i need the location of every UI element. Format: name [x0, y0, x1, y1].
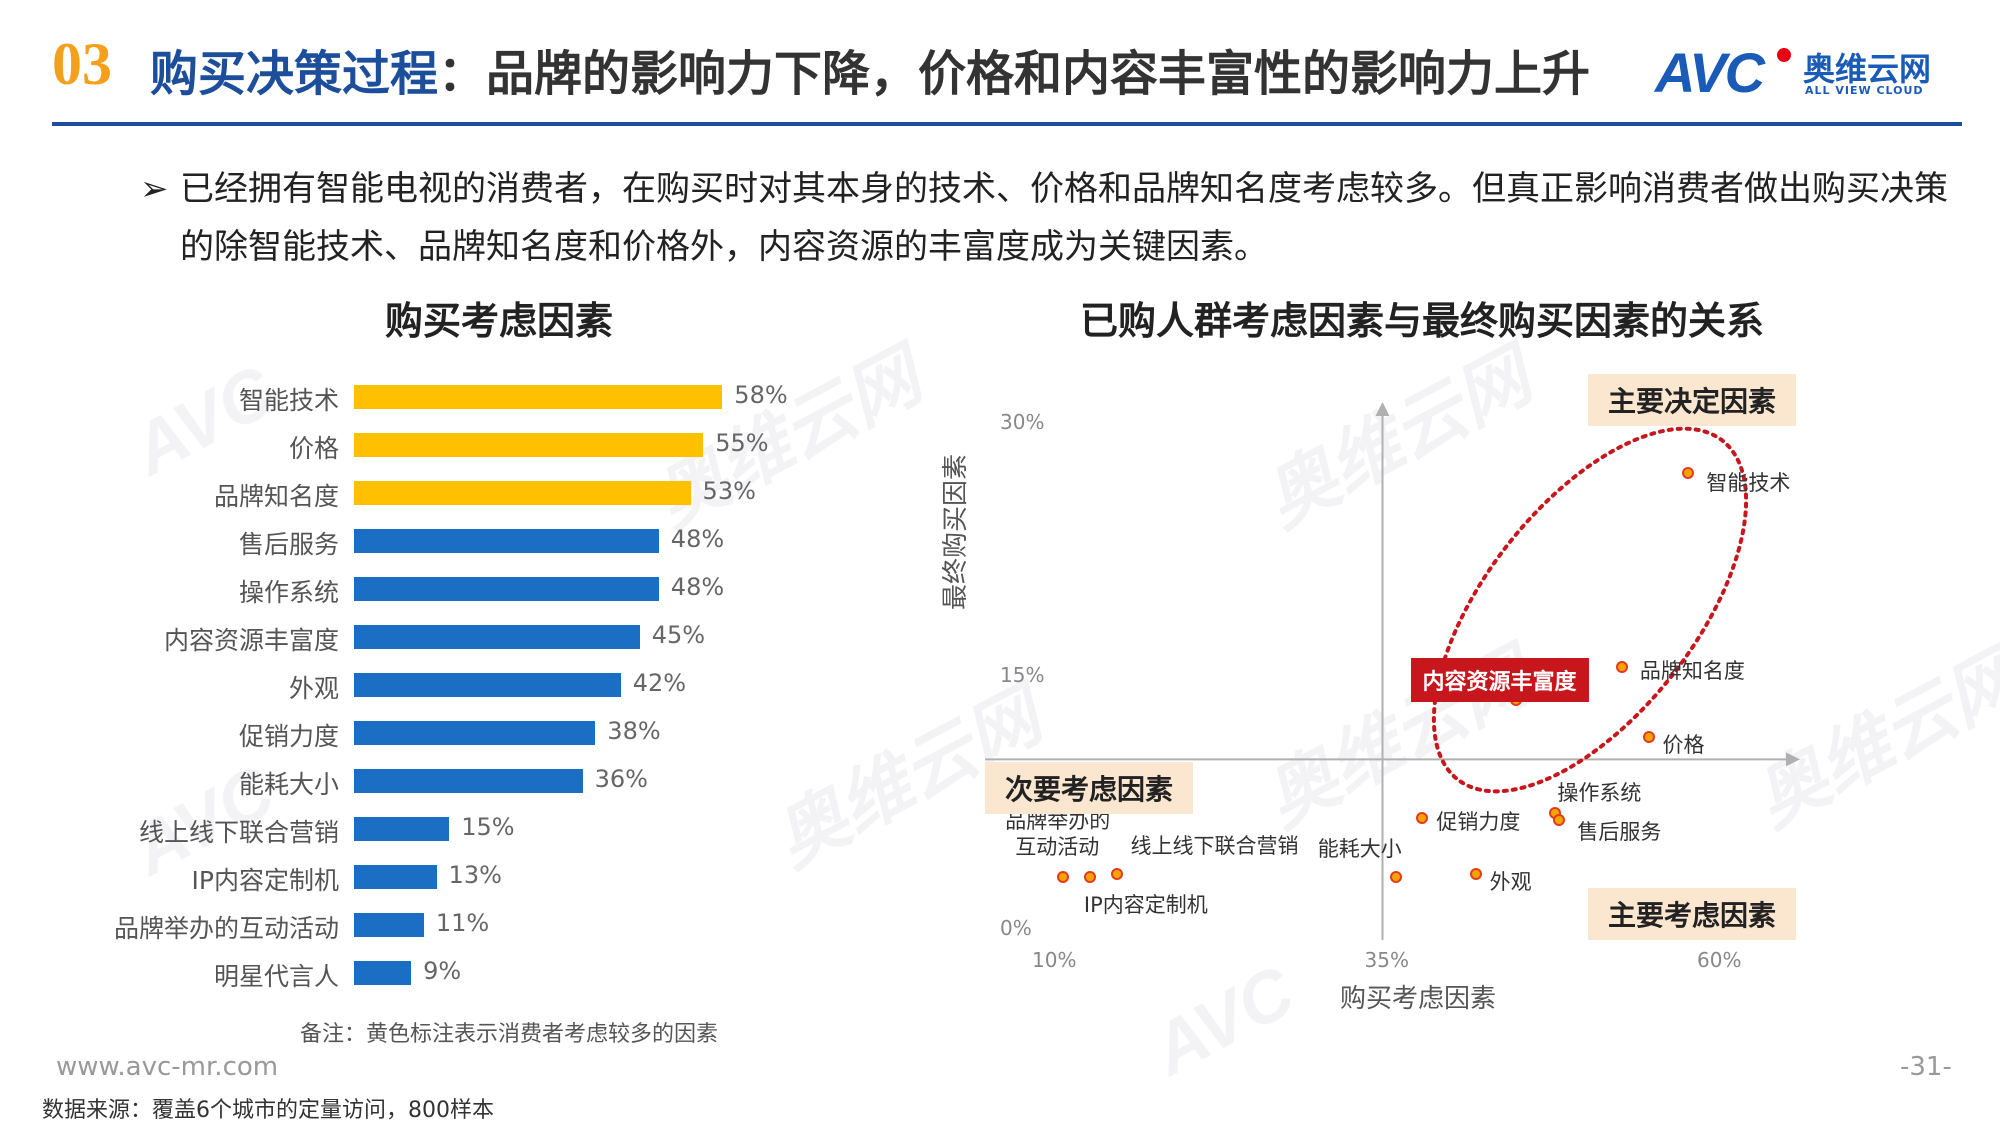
scatter-point-label: 品牌知名度	[1639, 658, 1745, 683]
y-tick-label: 30%	[1000, 410, 1045, 434]
footer-url: www.avc-mr.com	[56, 1052, 279, 1082]
bar-category-label: 品牌举办的互动活动	[113, 914, 339, 943]
bar	[354, 769, 583, 793]
logo-dot-icon	[1777, 48, 1791, 62]
page-title: 购买决策过程：品牌的影响力下降，价格和内容丰富性的影响力上升	[150, 34, 1590, 104]
scatter-point	[1389, 871, 1402, 884]
bar-value-label: 58%	[734, 381, 788, 409]
scatter-point-label: 价格	[1662, 733, 1705, 758]
page-number: -31-	[1900, 1052, 1952, 1082]
logo-name-en: ALL VIEW CLOUD	[1805, 84, 1924, 97]
x-tick-label: 35%	[1364, 948, 1409, 972]
scatter-point	[1057, 871, 1070, 884]
scatter-point	[1682, 466, 1695, 479]
scatter-point-label: 互动活动	[1015, 835, 1100, 860]
bar-value-label: 48%	[670, 525, 725, 553]
bar	[354, 913, 424, 937]
bar	[354, 529, 659, 553]
bar-value-label: 38%	[607, 717, 661, 745]
scatter-point	[1642, 731, 1655, 744]
bar-value-label: 15%	[461, 813, 515, 841]
highlight-point-label: 内容资源丰富度	[1410, 658, 1589, 703]
y-tick-label: 0%	[1000, 916, 1032, 940]
bar-category-label: IP内容定制机	[191, 866, 339, 895]
bar-category-label: 品牌知名度	[213, 482, 339, 511]
logo-mark: AVC	[1655, 41, 1765, 104]
scatter-point-label: 售后服务	[1577, 820, 1662, 845]
intro-line-2: 的除智能技术、品牌知名度和价格外，内容资源的丰富度成为关键因素。	[180, 227, 1268, 267]
bar-value-label: 45%	[651, 621, 706, 649]
scatter-point	[1416, 812, 1429, 825]
key-factors-ellipse	[1431, 426, 1749, 794]
quadrant-label-bottom-right: 主要考虑因素	[1588, 888, 1797, 940]
bar-value-label: 11%	[435, 909, 490, 937]
bullet-arrow-icon: ➢	[140, 169, 169, 209]
intro-text: ➢ 已经拥有智能电视的消费者，在购买时对其本身的技术、价格和品牌知名度考虑较多。…	[140, 160, 1950, 276]
data-source: 数据来源：覆盖6个城市的定量访问，800样本	[42, 1098, 494, 1123]
bar	[354, 385, 723, 409]
bar-value-label: 13%	[448, 861, 502, 889]
bar-value-label: 42%	[632, 669, 687, 697]
scatter-point-label: 智能技术	[1706, 470, 1791, 495]
x-tick-label: 10%	[1032, 948, 1077, 972]
scatter-chart-title: 已购人群考虑因素与最终购买因素的关系	[1080, 299, 1765, 343]
bar-value-label: 53%	[702, 477, 756, 505]
bar-category-label: 内容资源丰富度	[163, 626, 339, 655]
bar	[354, 961, 412, 985]
section-number: 03	[52, 31, 112, 97]
bar-category-label: 智能技术	[238, 386, 339, 415]
scatter-point	[1110, 868, 1123, 881]
quadrant-label-top-right: 主要决定因素	[1588, 374, 1797, 426]
scatter-point-label: 外观	[1489, 870, 1532, 895]
header-divider	[52, 122, 1962, 126]
scatter-point-label: 线上线下联合营销	[1130, 834, 1299, 859]
chart-note: 备注：黄色标注表示消费者考虑较多的因素	[300, 1022, 719, 1047]
bar-value-label: 55%	[715, 429, 769, 457]
scatter-point	[1083, 871, 1096, 884]
bar-category-label: 操作系统	[238, 578, 339, 607]
bar-category-label: 能耗大小	[238, 770, 339, 799]
bar-chart-title: 购买考虑因素	[385, 299, 614, 343]
scatter-point	[1553, 814, 1566, 827]
bar-category-label: 线上线下联合营销	[138, 818, 339, 847]
y-axis-arrow-icon	[1375, 402, 1390, 416]
scatter-point-label: 操作系统	[1557, 781, 1642, 806]
bar	[354, 625, 640, 649]
bar-value-label: 9%	[423, 957, 462, 985]
intro-line-1: 已经拥有智能电视的消费者，在购买时对其本身的技术、价格和品牌知名度考虑较多。但真…	[180, 169, 1948, 209]
bar	[354, 721, 596, 745]
avc-logo: AVC 奥维云网 ALL VIEW CLOUD	[1655, 40, 1975, 110]
quadrant-label-bottom-left: 次要考虑因素	[985, 762, 1194, 814]
bar	[354, 433, 704, 457]
bar	[354, 817, 450, 841]
bar-value-label: 36%	[594, 765, 648, 793]
bar-category-label: 价格	[288, 434, 339, 463]
x-axis-arrow-icon	[1786, 752, 1800, 767]
bar-category-label: 促销力度	[238, 722, 339, 751]
scatter-point	[1615, 660, 1628, 673]
scatter-y-axis-title: 最终购买因素	[941, 453, 971, 610]
bar	[354, 481, 691, 505]
bar	[354, 865, 437, 889]
bar-category-label: 售后服务	[238, 530, 339, 559]
title-rest: ：品牌的影响力下降，价格和内容丰富性的影响力上升	[438, 46, 1591, 102]
bar	[354, 673, 621, 697]
scatter-point-label: 能耗大小	[1317, 837, 1402, 862]
bar-category-label: 外观	[288, 674, 339, 703]
bar	[354, 577, 659, 601]
scatter-point-label: IP内容定制机	[1083, 893, 1208, 918]
bar-value-label: 48%	[670, 573, 725, 601]
scatter-point	[1469, 868, 1482, 881]
x-tick-label: 60%	[1697, 948, 1742, 972]
title-highlight: 购买决策过程	[150, 46, 439, 102]
y-tick-label: 15%	[1000, 663, 1045, 687]
bar-category-label: 明星代言人	[213, 962, 339, 991]
logo-name-cn: 奥维云网	[1803, 50, 1932, 88]
scatter-point-label: 促销力度	[1436, 810, 1521, 835]
scatter-x-axis-title: 购买考虑因素	[1340, 984, 1497, 1014]
